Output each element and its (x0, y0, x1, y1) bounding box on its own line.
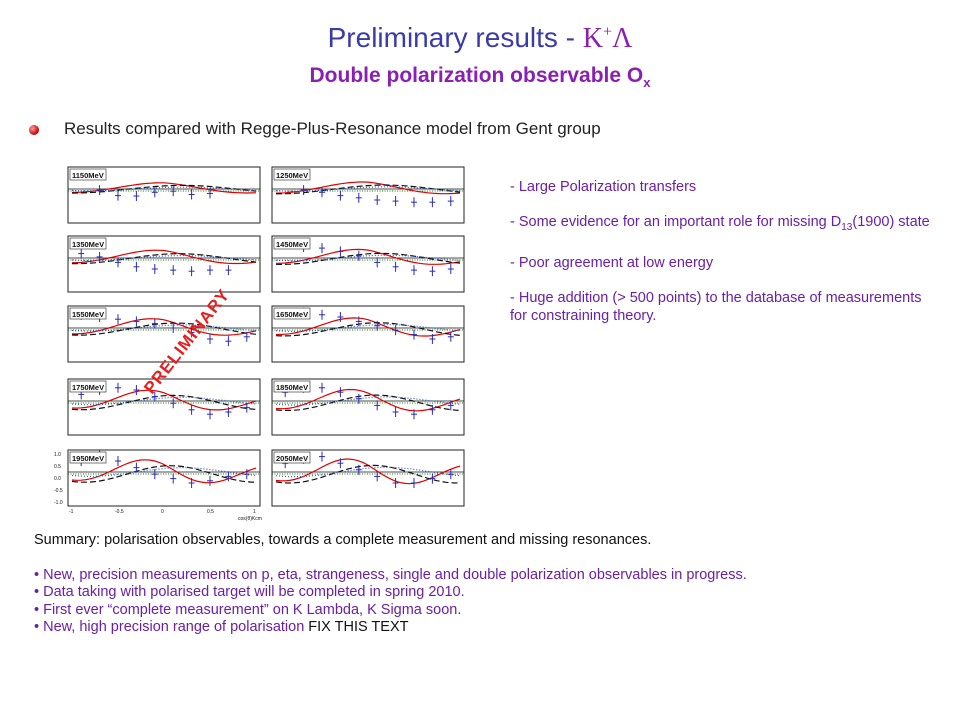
x-tick-label: -1 (69, 509, 74, 515)
model-curve (275, 186, 461, 192)
slide-title: Preliminary results - K+Λ (0, 22, 960, 55)
title-prefix: Preliminary results - (327, 22, 583, 53)
summary-block: Summary: polarisation observables, towar… (34, 532, 914, 637)
plot-panel: 2050MeV (271, 449, 465, 507)
plot-panel: 1550MeV (67, 305, 261, 363)
summary-point-2: • Data taking with polarised target will… (34, 584, 465, 600)
model-curve (275, 464, 461, 484)
plot-panel: 1650MeV (271, 305, 465, 363)
energy-label-box (69, 237, 107, 250)
plot-panel: 1150MeV (67, 166, 261, 224)
x-tick-label: 1 (253, 509, 256, 515)
note-2-text-b: (1900) state (852, 214, 930, 230)
energy-label-box (273, 380, 311, 393)
model-curve (71, 324, 257, 332)
model-curve (71, 254, 257, 262)
model-curve (275, 248, 461, 265)
energy-label-box (273, 168, 311, 181)
model-curve (275, 254, 461, 262)
title-symbol-plus: + (603, 23, 613, 41)
note-3: - Poor agreement at low energy (510, 254, 714, 271)
model-curve (71, 389, 257, 411)
notes-panel: - Large Polarization transfers - Some ev… (510, 178, 930, 342)
y-tick-label: -1.0 (54, 500, 63, 506)
subtitle-sub: x (643, 75, 651, 91)
energy-label: 1450MeV (276, 240, 308, 249)
slide-subtitle: Double polarization observable Ox (0, 64, 960, 90)
title-symbol-k: K (582, 23, 604, 54)
bullet-icon (29, 125, 39, 135)
energy-label: 1850MeV (276, 383, 308, 392)
energy-label: 1750MeV (72, 383, 104, 392)
model-curve (71, 394, 257, 411)
energy-label-box (273, 237, 311, 250)
plot-panel: 1250MeV (271, 166, 465, 224)
energy-label: 1950MeV (72, 454, 104, 463)
bullet-text: Results compared with Regge-Plus-Resonan… (64, 119, 601, 138)
note-4: - Huge addition (> 500 points) to the da… (510, 289, 922, 324)
note-1: - Large Polarization transfers (510, 179, 697, 195)
model-curve (71, 249, 257, 265)
model-curve (275, 323, 461, 333)
x-tick-label: 0 (161, 509, 164, 515)
energy-label-box (273, 451, 311, 464)
model-curve (71, 186, 257, 192)
model-curve (72, 318, 257, 336)
plot-panel: 1350MeV (67, 235, 261, 293)
energy-label-box (69, 451, 107, 464)
model-curve (275, 181, 461, 195)
y-tick-label: 0.0 (54, 476, 61, 482)
energy-label: 1550MeV (72, 310, 104, 319)
summary-heading: Summary: polarisation observables, towar… (34, 532, 652, 548)
model-curve (71, 465, 257, 483)
title-symbol: K+Λ (583, 23, 633, 54)
plot-panel: 1450MeV (271, 235, 465, 293)
model-curve (275, 396, 461, 406)
y-tick-label: 0.5 (54, 464, 61, 470)
model-curve (71, 322, 257, 336)
plot-panel: 1850MeV (271, 378, 465, 436)
plot-panel: 1750MeV (67, 378, 261, 436)
model-curve (71, 182, 257, 194)
model-curve (275, 322, 461, 337)
model-curve (275, 388, 461, 412)
model-curve (71, 396, 257, 406)
energy-label: 1350MeV (72, 240, 104, 249)
note-2-text-a: - Some evidence for an important role fo… (510, 214, 842, 230)
energy-label-box (273, 307, 311, 320)
model-curve (71, 459, 257, 484)
energy-label: 1150MeV (72, 171, 104, 180)
model-curve (276, 317, 461, 337)
energy-label-box (69, 380, 107, 393)
energy-label-box (69, 168, 107, 181)
y-tick-label: -0.5 (54, 488, 63, 494)
x-tick-label: 0.5 (207, 509, 214, 515)
model-curve (275, 252, 461, 266)
energy-label: 2050MeV (276, 454, 308, 463)
model-curve (275, 394, 461, 411)
model-curve (71, 467, 257, 477)
note-2-sub: 13 (841, 221, 853, 233)
energy-label-box (69, 307, 107, 320)
x-axis-label: cos(θ)Kcm (238, 516, 262, 522)
summary-point-4-text: • New, high precision range of polarisat… (34, 619, 309, 635)
y-tick-label: 1.0 (54, 452, 61, 458)
energy-label: 1650MeV (276, 310, 308, 319)
summary-point-3: • First ever “complete measurement” on K… (34, 601, 462, 618)
note-2: - Some evidence for an important role fo… (510, 213, 930, 237)
model-curve (275, 466, 461, 478)
subtitle-main: Double polarization observable O (309, 64, 644, 87)
energy-label: 1250MeV (276, 171, 308, 180)
model-curve (71, 184, 257, 194)
summary-fix-text: FIX THIS TEXT (308, 619, 409, 635)
summary-point-4: • New, high precision range of polarisat… (34, 619, 914, 637)
plot-panel: 1950MeV 1.0 0.5 0.0 -0.5 -1.0 -1 -0.5 0 0.5 1cos(θ… (54, 449, 262, 522)
summary-point-1: • New, precision measurements on p, eta,… (34, 566, 747, 583)
title-symbol-lambda: Λ (612, 23, 633, 54)
x-tick-label: -0.5 (115, 509, 124, 515)
